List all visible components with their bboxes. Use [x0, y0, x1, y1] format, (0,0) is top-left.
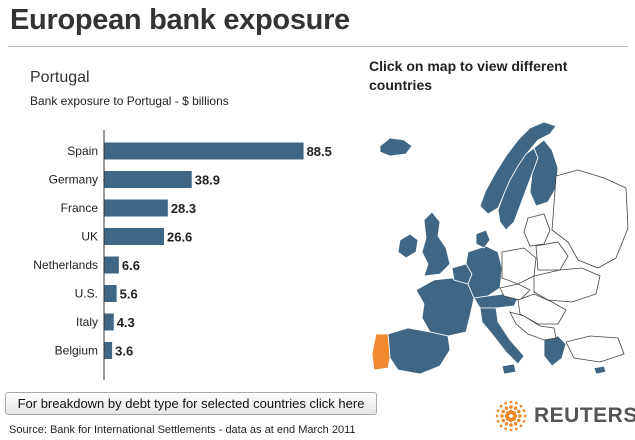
- map-country-czech[interactable]: [499, 283, 531, 301]
- data-label: 28.3: [171, 201, 196, 216]
- map-country-ukraine[interactable]: [533, 267, 601, 303]
- map-country-italy[interactable]: [479, 307, 525, 365]
- map-island-cyprus[interactable]: [593, 365, 607, 375]
- map-country-spain[interactable]: [387, 327, 451, 375]
- map-country-germany[interactable]: [465, 245, 503, 299]
- bar-chart: Spain Germany France UK Netherlands U.S. Italy…: [33, 130, 332, 380]
- category-label: UK: [81, 230, 98, 244]
- map-country-france[interactable]: [415, 277, 475, 337]
- data-label: 6.6: [122, 258, 140, 273]
- category-label: Germany: [49, 173, 98, 187]
- map-country-greece[interactable]: [543, 335, 567, 367]
- bar: [104, 256, 119, 274]
- map-instruction: Click on map to view different countries: [369, 58, 568, 93]
- bar: [104, 142, 304, 160]
- category-label: Italy: [76, 315, 98, 329]
- debt-breakdown-button[interactable]: For breakdown by debt type for selected …: [5, 392, 377, 415]
- map-island-sicily[interactable]: [501, 363, 517, 375]
- bar: [104, 228, 164, 245]
- bar: [104, 199, 168, 217]
- data-label: 5.6: [120, 287, 138, 302]
- map-country-turkey[interactable]: [565, 335, 625, 363]
- reuters-logo: REUTERS: [494, 400, 635, 432]
- category-label: Belgium: [55, 344, 98, 358]
- data-label: 26.6: [167, 230, 192, 245]
- map-country-iceland[interactable]: [379, 137, 413, 157]
- bar: [104, 313, 114, 331]
- europe-map[interactable]: [368, 118, 630, 380]
- source-note: Source: Bank for International Settlemen…: [9, 424, 356, 436]
- bar: [104, 285, 117, 302]
- map-country-poland[interactable]: [501, 247, 537, 285]
- page-title: European bank exposure: [10, 4, 350, 36]
- map-country-russia[interactable]: [551, 169, 629, 269]
- map-country-denmark[interactable]: [475, 229, 491, 249]
- reuters-wordmark: REUTERS: [534, 404, 635, 427]
- data-label: 38.9: [195, 173, 220, 188]
- map-country-uk[interactable]: [421, 211, 451, 277]
- category-label: Netherlands: [33, 258, 98, 272]
- category-label: Spain: [67, 144, 98, 158]
- title-divider: [8, 46, 628, 47]
- bar: [104, 342, 113, 359]
- reuters-dot-icon: [495, 400, 527, 432]
- category-label: U.S.: [75, 287, 98, 301]
- data-label: 3.6: [115, 344, 133, 359]
- chart-subtitle: Bank exposure to Portugal - $ billions: [30, 94, 229, 108]
- map-country-baltics[interactable]: [523, 213, 551, 247]
- category-label: France: [61, 201, 99, 215]
- map-country-ireland[interactable]: [397, 233, 419, 259]
- map-country-belarus[interactable]: [535, 241, 569, 271]
- bar: [104, 171, 192, 188]
- map-country-portugal[interactable]: [371, 333, 391, 371]
- data-label: 4.3: [117, 315, 135, 330]
- map-country-finland[interactable]: [529, 139, 559, 207]
- data-label: 88.5: [307, 144, 332, 159]
- map-country-balkans[interactable]: [509, 311, 557, 341]
- selected-country-title: Portugal: [30, 69, 90, 86]
